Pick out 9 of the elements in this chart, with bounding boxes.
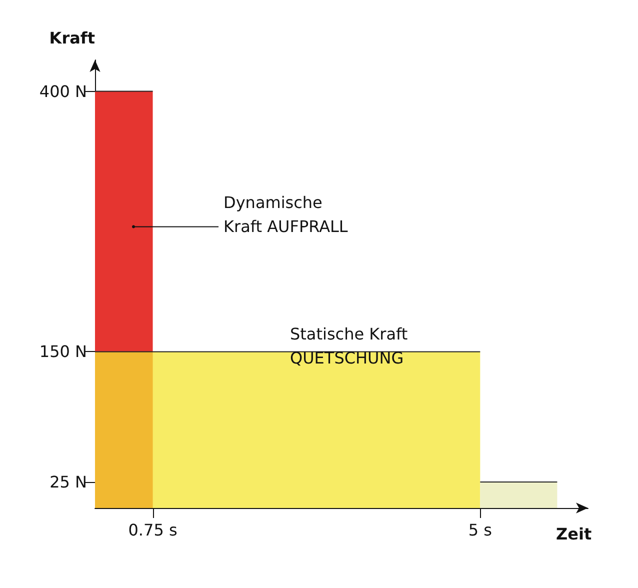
annotation: Statische Kraft QUETSCHUNG — [290, 324, 408, 368]
y-tick-label: 400 N — [39, 82, 87, 101]
x-tick-label: 5 s — [468, 520, 492, 540]
x-tick-label: 0.75 s — [128, 520, 178, 540]
y-tick-label: 150 N — [39, 342, 87, 362]
annotation: Dynamische Kraft AUFPRALL — [224, 193, 348, 236]
y-axis-title: Kraft — [49, 28, 96, 48]
y-tick-label: 25 N — [50, 472, 87, 492]
x-axis-title: Zeit — [556, 524, 592, 544]
